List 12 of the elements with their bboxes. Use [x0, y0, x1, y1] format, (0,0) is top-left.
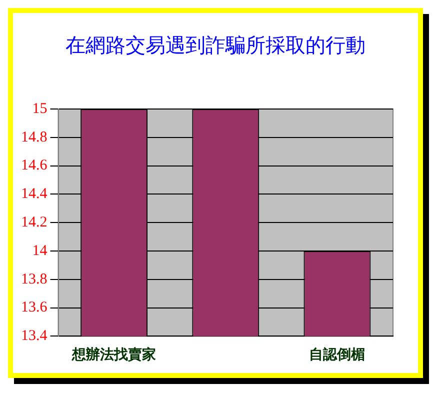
y-tick-label: 14.2	[21, 214, 48, 231]
y-tick-label: 14	[32, 242, 48, 259]
y-tick-label: 14.6	[21, 158, 48, 174]
y-tick-label: 13.4	[21, 328, 48, 344]
x-tick-label: 想辦法找賣家	[71, 346, 156, 364]
y-tick-label: 13.6	[21, 300, 48, 316]
chart-title: 在網路交易遇到詐騙所採取的行動	[66, 32, 366, 59]
y-tick-label: 14.4	[21, 186, 48, 202]
y-tick-label: 15	[32, 100, 48, 117]
x-tick-label: 自認倒楣	[309, 346, 366, 364]
y-tick-label: 13.8	[21, 271, 48, 288]
y-tick-label: 14.8	[21, 129, 48, 146]
